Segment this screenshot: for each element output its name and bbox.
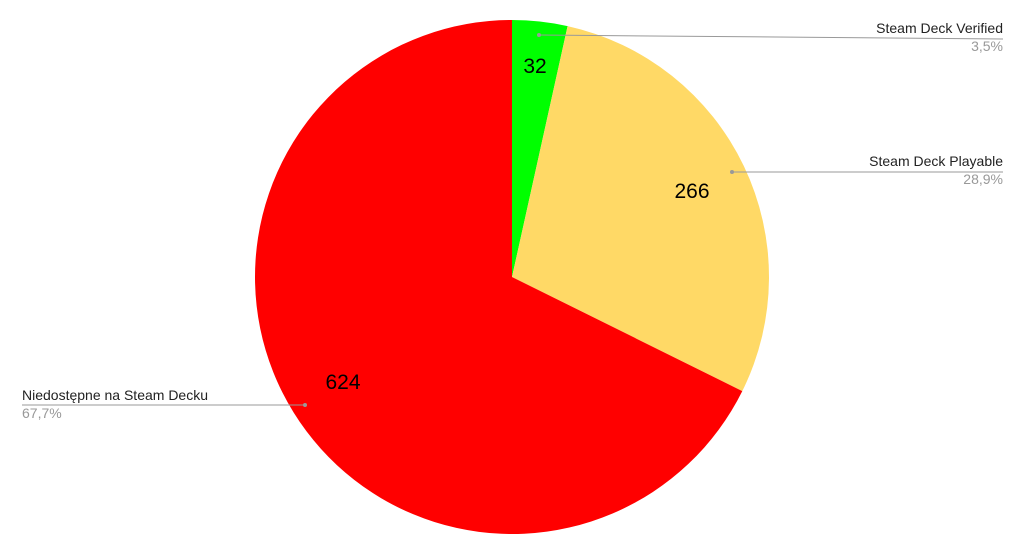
leader-dot [730, 170, 734, 174]
slice-value-label: 32 [523, 55, 546, 78]
slice-percent-label: 28,9% [963, 171, 1003, 187]
slice-value-label: 624 [325, 371, 360, 394]
slice-percent-label: 3,5% [971, 38, 1003, 54]
pie-slice [512, 20, 568, 277]
slice-category-label: Steam Deck Verified [876, 20, 1003, 36]
slice-category-label: Steam Deck Playable [869, 153, 1003, 169]
pie-slice [512, 26, 769, 392]
leader-dot [537, 33, 541, 37]
leader-line [538, 34, 1004, 40]
leader-dot [303, 403, 307, 407]
slice-percent-label: 67,7% [22, 405, 62, 421]
slice-category-label: Niedostępne na Steam Decku [22, 387, 208, 403]
pie-slice [255, 20, 743, 534]
slice-value-label: 266 [674, 180, 709, 203]
